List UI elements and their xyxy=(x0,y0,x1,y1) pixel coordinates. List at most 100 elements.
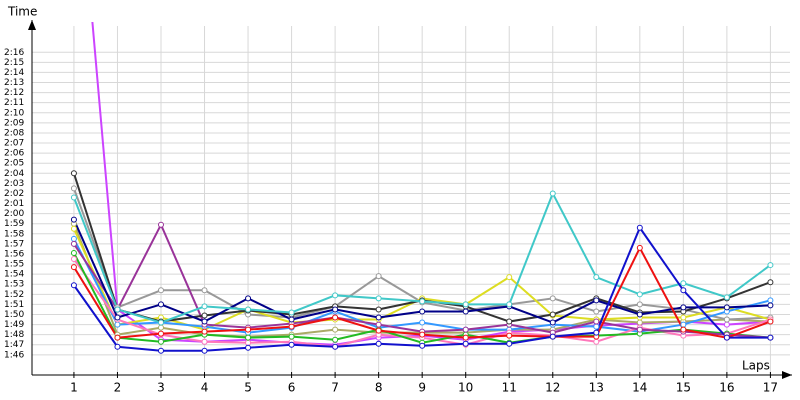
point-marker xyxy=(70,185,77,192)
point-marker xyxy=(157,330,164,337)
point-marker xyxy=(114,334,121,341)
point-marker xyxy=(723,316,730,323)
y-tick-label: 2:09 xyxy=(4,118,24,128)
y-tick-label: 1:48 xyxy=(4,330,24,340)
point-marker xyxy=(288,323,295,330)
point-marker xyxy=(680,314,687,321)
point-marker xyxy=(419,342,426,349)
y-tick-label: 1:53 xyxy=(4,280,24,290)
point-marker xyxy=(549,333,556,340)
point-marker xyxy=(332,292,339,299)
point-marker xyxy=(201,312,208,319)
x-tick-label: 14 xyxy=(632,381,647,395)
point-marker xyxy=(288,333,295,340)
x-tick-label: 15 xyxy=(676,381,691,395)
point-marker xyxy=(767,297,774,304)
point-marker xyxy=(201,347,208,354)
y-tick-label: 2:02 xyxy=(4,189,24,199)
point-marker xyxy=(375,321,382,328)
ticks: 1:461:471:481:491:501:511:521:531:541:55… xyxy=(4,48,778,395)
point-marker xyxy=(723,294,730,301)
y-tick-label: 2:16 xyxy=(4,48,24,58)
point-marker xyxy=(70,216,77,223)
point-marker xyxy=(375,295,382,302)
plot-area xyxy=(70,22,774,354)
y-tick-label: 2:04 xyxy=(4,169,24,179)
y-tick-label: 2:14 xyxy=(4,68,24,78)
x-axis-arrow xyxy=(782,371,792,379)
point-marker xyxy=(114,343,121,350)
point-marker xyxy=(767,334,774,341)
point-marker xyxy=(157,301,164,308)
point-marker xyxy=(70,264,77,271)
point-marker xyxy=(593,297,600,304)
point-marker xyxy=(332,306,339,313)
point-marker xyxy=(636,224,643,231)
y-tick-label: 1:57 xyxy=(4,239,24,249)
y-tick-label: 1:46 xyxy=(4,350,24,360)
point-marker xyxy=(245,306,252,313)
point-marker xyxy=(114,314,121,321)
point-marker xyxy=(245,339,252,346)
x-tick-label: 4 xyxy=(201,381,209,395)
point-marker xyxy=(201,303,208,310)
point-marker xyxy=(636,326,643,333)
point-marker xyxy=(462,308,469,315)
point-marker xyxy=(332,326,339,333)
point-marker xyxy=(462,326,469,333)
point-marker xyxy=(506,318,513,325)
point-marker xyxy=(157,324,164,331)
point-marker xyxy=(70,240,77,247)
x-tick-label: 7 xyxy=(331,381,339,395)
x-tick-label: 13 xyxy=(589,381,604,395)
y-tick-label: 1:58 xyxy=(4,229,24,239)
point-marker xyxy=(70,256,77,263)
y-tick-label: 2:06 xyxy=(4,149,24,159)
point-marker xyxy=(506,332,513,339)
point-marker xyxy=(680,326,687,333)
point-marker xyxy=(375,273,382,280)
y-tick-label: 2:03 xyxy=(4,179,24,189)
point-marker xyxy=(201,328,208,335)
point-marker xyxy=(288,309,295,316)
x-tick-label: 8 xyxy=(375,381,383,395)
point-marker xyxy=(114,306,121,313)
point-marker xyxy=(593,308,600,315)
point-marker xyxy=(636,291,643,298)
point-marker xyxy=(593,274,600,281)
y-tick-label: 1:56 xyxy=(4,249,24,259)
point-marker xyxy=(680,321,687,328)
x-tick-label: 1 xyxy=(70,381,78,395)
point-marker xyxy=(506,301,513,308)
point-marker xyxy=(157,319,164,326)
point-marker xyxy=(157,221,164,228)
point-marker xyxy=(245,344,252,351)
y-tick-label: 2:12 xyxy=(4,88,24,98)
point-marker xyxy=(549,190,556,197)
x-tick-label: 6 xyxy=(288,381,296,395)
point-marker xyxy=(70,194,77,201)
point-marker xyxy=(157,287,164,294)
x-tick-label: 2 xyxy=(114,381,122,395)
point-marker xyxy=(419,308,426,315)
point-marker xyxy=(636,244,643,251)
point-marker xyxy=(723,334,730,341)
x-tick-label: 10 xyxy=(458,381,473,395)
y-tick-label: 2:08 xyxy=(4,128,24,138)
point-marker xyxy=(245,326,252,333)
point-marker xyxy=(375,327,382,334)
point-marker xyxy=(201,338,208,345)
point-marker xyxy=(419,298,426,305)
y-tick-label: 1:49 xyxy=(4,320,24,330)
y-axis-arrow xyxy=(28,20,36,30)
point-marker xyxy=(593,338,600,345)
point-marker xyxy=(157,347,164,354)
point-marker xyxy=(332,336,339,343)
y-tick-label: 2:07 xyxy=(4,139,24,149)
point-marker xyxy=(245,295,252,302)
x-tick-label: 16 xyxy=(719,381,734,395)
point-marker xyxy=(201,318,208,325)
y-tick-label: 1:59 xyxy=(4,219,24,229)
point-marker xyxy=(636,311,643,318)
point-marker xyxy=(767,302,774,309)
